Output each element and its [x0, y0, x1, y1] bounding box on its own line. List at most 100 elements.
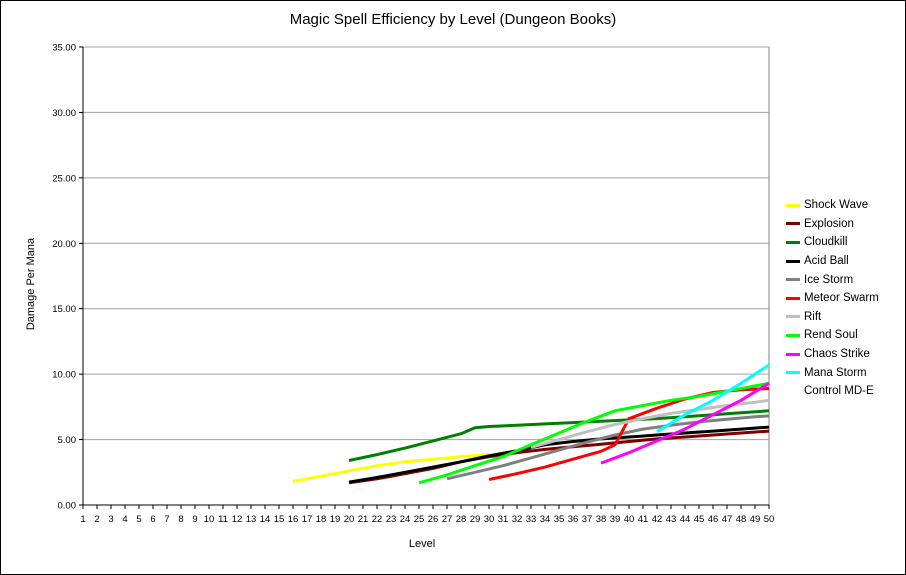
series-line-acid-ball	[348, 425, 770, 484]
x-tick-label: 8	[178, 514, 183, 525]
x-tick-label: 26	[428, 514, 439, 525]
x-tick-label: 47	[722, 514, 733, 525]
legend-label: Mana Storm	[804, 366, 867, 379]
y-tick-label: 35.00	[52, 43, 76, 54]
x-tick-label: 2	[94, 514, 99, 525]
x-tick-label: 9	[192, 514, 197, 525]
legend-swatch	[786, 240, 800, 244]
x-tick-label: 39	[610, 514, 621, 525]
x-tick-label: 10	[204, 514, 215, 525]
x-tick-label: 35	[554, 514, 565, 525]
x-axis-label: Level	[408, 538, 436, 550]
x-tick-label: 19	[330, 514, 341, 525]
x-tick-label: 3	[108, 514, 113, 525]
x-tick-label: 45	[694, 514, 705, 525]
legend-swatch	[786, 352, 800, 356]
x-tick-label: 33	[526, 514, 537, 525]
legend-label: Cloudkill	[804, 236, 848, 249]
x-tick-label: 12	[232, 514, 243, 525]
x-tick-label: 16	[288, 514, 299, 525]
legend-label: Explosion	[804, 217, 854, 230]
x-tick-label: 6	[150, 514, 155, 525]
x-tick-label: 11	[218, 514, 228, 525]
y-tick-label: 10.00	[52, 370, 76, 381]
x-tick-label: 18	[316, 514, 327, 525]
y-tick-label: 30.00	[52, 108, 76, 119]
y-tick-label: 0.00	[58, 501, 77, 512]
x-tick-label: 24	[400, 514, 411, 525]
x-tick-label: 31	[498, 514, 509, 525]
legend-label: Shock Wave	[804, 199, 869, 212]
legend-item: Explosion	[786, 215, 879, 234]
legend-item: Mana Storm	[786, 363, 879, 382]
legend-swatch	[786, 222, 800, 226]
y-tick-label: 25.00	[52, 173, 76, 184]
legend-swatch	[786, 203, 800, 207]
x-tick-label: 4	[122, 514, 127, 525]
x-tick-label: 44	[680, 514, 691, 525]
x-tick-label: 13	[246, 514, 257, 525]
legend-label: Acid Ball	[804, 255, 849, 268]
x-tick-label: 20	[344, 514, 355, 525]
x-tick-label: 14	[260, 514, 271, 525]
x-tick-label: 38	[596, 514, 607, 525]
series-line-cloudkill	[348, 409, 770, 462]
x-tick-label: 32	[512, 514, 523, 525]
legend-swatch	[786, 333, 800, 337]
legend-label: Control MD-E	[804, 385, 874, 398]
legend-item: Chaos Strike	[786, 345, 879, 364]
x-tick-label: 36	[568, 514, 579, 525]
series-line-rend-soul	[418, 381, 770, 485]
y-tick-label: 20.00	[52, 239, 76, 250]
series-line-shock-wave	[292, 453, 490, 483]
x-tick-label: 1	[80, 514, 85, 525]
x-tick-label: 50	[764, 514, 775, 525]
legend-item: Rend Soul	[786, 326, 879, 345]
legend-label: Rend Soul	[804, 329, 858, 342]
x-tick-label: 28	[456, 514, 467, 525]
legend-item: Cloudkill	[786, 233, 879, 252]
x-tick-label: 22	[372, 514, 383, 525]
x-tick-label: 17	[302, 514, 313, 525]
y-tick-label: 5.00	[58, 435, 77, 446]
x-tick-label: 27	[442, 514, 453, 525]
x-tick-label: 43	[666, 514, 677, 525]
legend-swatch	[786, 389, 800, 393]
x-tick-label: 49	[750, 514, 761, 525]
x-tick-label: 42	[652, 514, 663, 525]
series-line-mana-storm	[656, 363, 770, 433]
x-tick-label: 48	[736, 514, 747, 525]
legend-item: Acid Ball	[786, 252, 879, 271]
x-tick-label: 7	[164, 514, 169, 525]
legend-item: Ice Storm	[786, 270, 879, 289]
legend-item: Meteor Swarm	[786, 289, 879, 308]
legend: Shock Wave Explosion Cloudkill Acid Ball Ice…	[786, 196, 879, 401]
legend-item: Control MD-E	[786, 382, 879, 401]
series-line-ice-storm	[446, 414, 770, 481]
x-tick-label: 29	[470, 514, 481, 525]
legend-label: Ice Storm	[804, 273, 854, 286]
series-line-rift	[530, 398, 770, 449]
x-tick-label: 21	[358, 514, 369, 525]
x-tick-label: 37	[582, 514, 593, 525]
x-tick-label: 15	[274, 514, 285, 525]
x-tick-label: 41	[638, 514, 649, 525]
x-tick-label: 5	[136, 514, 141, 525]
x-tick-label: 30	[484, 514, 495, 525]
x-tick-label: 40	[624, 514, 635, 525]
y-tick-label: 15.00	[52, 304, 76, 315]
legend-item: Shock Wave	[786, 196, 879, 215]
legend-label: Chaos Strike	[804, 348, 870, 361]
legend-swatch	[786, 296, 800, 300]
x-tick-label: 46	[708, 514, 719, 525]
series-line-chaos-strike	[600, 382, 770, 465]
legend-item: Rift	[786, 308, 879, 327]
x-tick-label: 34	[540, 514, 551, 525]
legend-swatch	[786, 371, 800, 375]
chart-title: Magic Spell Efficiency by Level (Dungeon…	[289, 11, 617, 28]
x-tick-label: 25	[414, 514, 425, 525]
x-tick-label: 23	[386, 514, 397, 525]
legend-swatch	[786, 259, 800, 263]
legend-swatch	[786, 278, 800, 282]
